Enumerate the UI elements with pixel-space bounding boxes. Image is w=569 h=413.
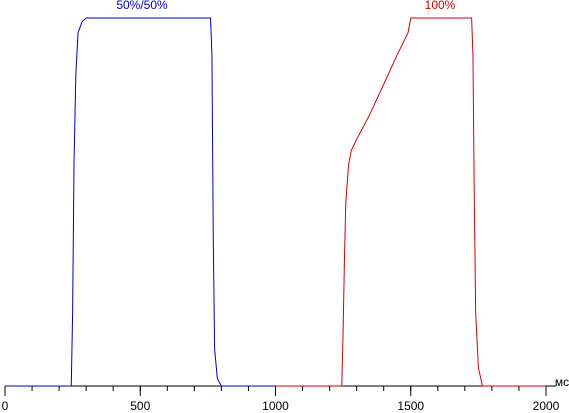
x-tick-label: 500 (130, 399, 150, 413)
x-tick-label: 1500 (397, 399, 424, 413)
series-label: 50%/50% (116, 0, 168, 12)
series-line (5, 17, 276, 387)
x-axis-label: мс (555, 375, 569, 389)
x-tick-label: 1000 (262, 399, 289, 413)
x-tick-label: 0 (2, 399, 9, 413)
series-line (275, 17, 546, 387)
series-label: 100% (425, 0, 456, 12)
x-tick-label: 2000 (533, 399, 560, 413)
